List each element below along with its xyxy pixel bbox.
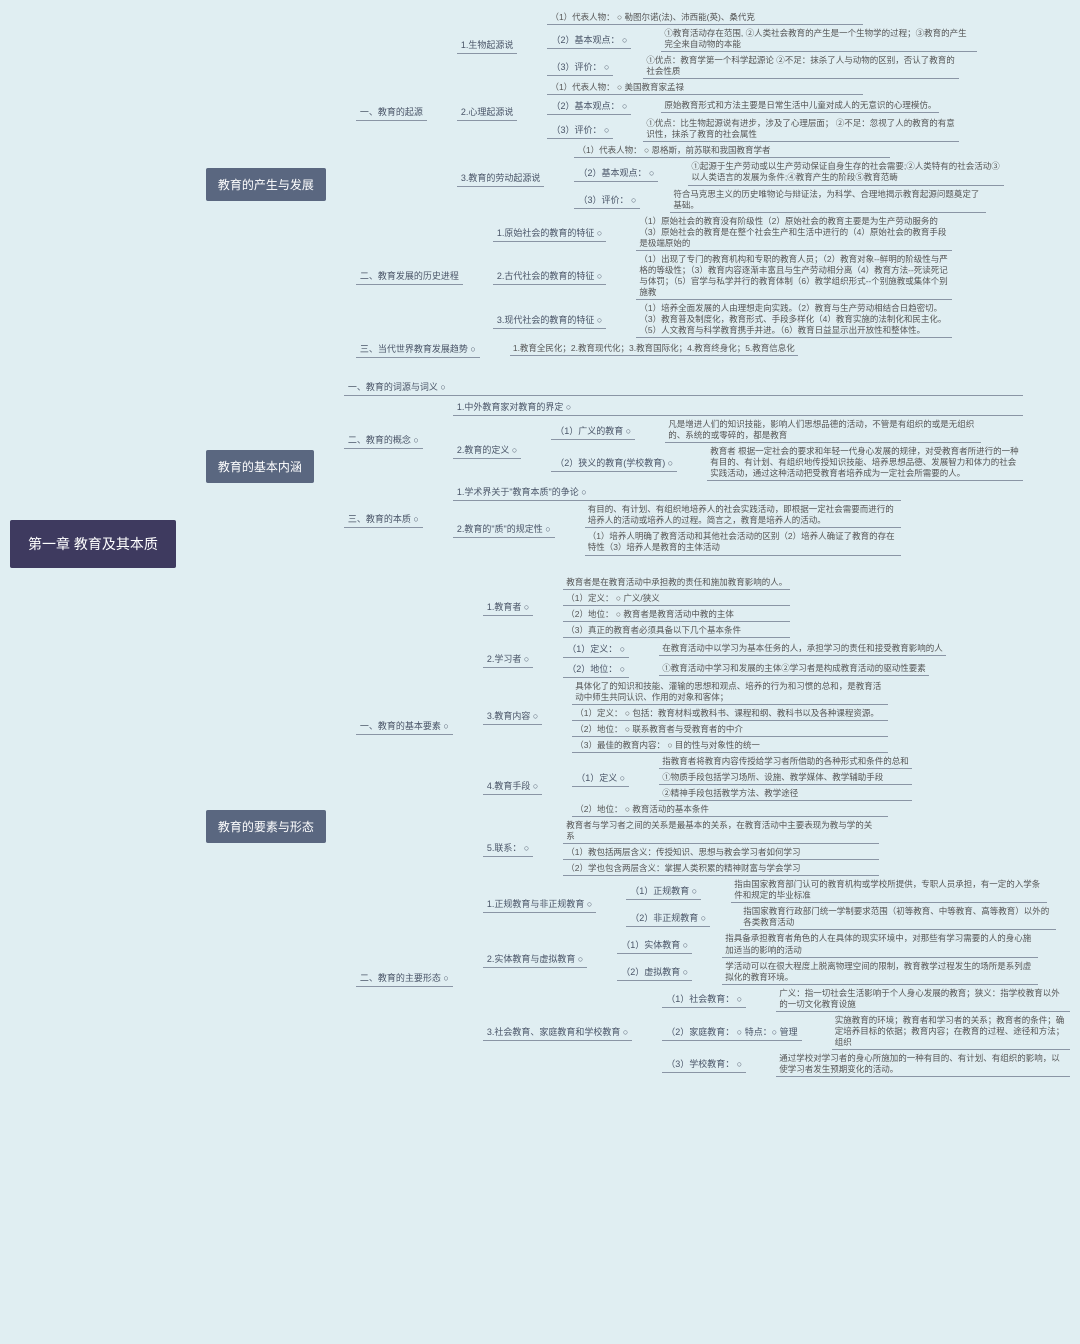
node-elements[interactable]: 一、教育的基本要素 ○ [356, 717, 453, 735]
leaf: （1）定义： ○ [563, 640, 629, 658]
leaf: （1）教包括两层含义：传授知识、思想与教会学习者如何学习 [563, 846, 879, 860]
leaf: ①优点：比生物起源说有进步，涉及了心理层面； ②不足：忽视了人的教育的有意识性，… [643, 117, 959, 142]
leaf: 实施教育的环境；教育者和学习者的关系；教育者的条件；确定培养目标的依据；教育内容… [832, 1014, 1070, 1050]
leaf: （2）基本观点： ○ [547, 97, 631, 115]
leaf: （3）评价： ○ [547, 121, 613, 139]
node-content[interactable]: 3.教育内容 ○ [483, 707, 542, 725]
leaf: 凡是增进人们的知识技能，影响人们思想品德的活动，不管是有组织的或是无组织的、系统… [665, 418, 981, 443]
node-trends[interactable]: 三、当代世界教育发展趋势 ○ [356, 340, 480, 358]
node-formal[interactable]: 1.正规教育与非正规教育 ○ [483, 895, 596, 913]
node-learner[interactable]: 2.学习者 ○ [483, 650, 533, 668]
leaf: 指具备承担教育者角色的人在具体的现实环境中，对那些有学习需要的人的身心施加适当的… [722, 932, 1038, 957]
leaf: 符合马克思主义的历史唯物论与辩证法，为科学、合理地揭示教育起源问题奠定了基础。 [670, 188, 986, 213]
leaf: 原始教育形式和方法主要是日常生活中儿童对成人的无意识的心理模仿。 [661, 99, 939, 113]
leaf: （1）出现了专门的教育机构和专职的教育人员；（2）教育对象--鲜明的阶级性与严格… [636, 253, 952, 300]
leaf: （3）评价： ○ [574, 191, 640, 209]
leaf: （1）原始社会的教育没有阶级性（2）原始社会的教育主要是为生产劳动服务的（3）原… [636, 215, 952, 251]
leaf: ①起源于生产劳动或以生产劳动保证自身生存的社会需要;②人类特有的社会活动③以人类… [688, 160, 1004, 185]
leaf: 2.教育的"质"的规定性 ○ [453, 520, 555, 538]
leaf: 1.原始社会的教育的特征 ○ [493, 224, 606, 242]
node-bio-origin[interactable]: 1.生物起源说 [457, 36, 518, 54]
leaf: （2）学也包含两层含义：掌握人类积累的精神财富与学会学习 [563, 862, 879, 876]
root-node[interactable]: 第一章 教育及其本质 [10, 520, 176, 568]
leaf: （2）虚拟教育 ○ [617, 963, 692, 981]
leaf: （1）实体教育 ○ [617, 936, 692, 954]
node-psych-origin[interactable]: 2.心理起源说 [457, 103, 518, 121]
leaf: （1）定义 ○ [572, 769, 629, 787]
node-means[interactable]: 4.教育手段 ○ [483, 777, 542, 795]
node-history[interactable]: 二、教育发展的历史进程 [356, 267, 463, 285]
leaf: 教育者是在教育活动中承担教的责任和施加教育影响的人。 [563, 576, 790, 590]
leaf: （1）定义： ○ 包括：教育材料或教科书、课程和纲、教科书以及各种课程资源。 [572, 707, 888, 721]
leaf: 3.现代社会的教育的特征 ○ [493, 311, 606, 329]
leaf: 指由国家教育部门认可的教育机构或学校所提供，专职人员承担，有一定的入学条件和规定… [731, 878, 1047, 903]
leaf: ①教育活动存在范围, ②人类社会教育的产生是一个生物学的过程；③教育的产生完全来… [661, 27, 977, 52]
node-etymology[interactable]: 一、教育的词源与词义 ○ [344, 378, 1023, 396]
leaf: （1）代表人物： ○ 美国教育家孟禄 [547, 81, 863, 95]
leaf: （1）正规教育 ○ [626, 882, 701, 900]
leaf: 通过学校对学习者的身心所施加的一种有目的、有计划、有组织的影响，以使学习者发生预… [776, 1052, 1070, 1077]
leaf: （2）狭义的教育(学校教育) ○ [551, 454, 677, 472]
level1-children: 教育的产生与发展 一、教育的起源 1.生物起源说 （1）代表人物： ○ 勒图尔诺… [206, 10, 1070, 1078]
leaf: （2）基本观点： ○ [574, 164, 658, 182]
leaf: ②精神手段包括教学方法、教学途径 [659, 787, 912, 801]
leaf: （3）真正的教育者必须具备以下几个基本条件 [563, 624, 790, 638]
node-origin[interactable]: 一、教育的起源 [356, 103, 427, 121]
leaf: （2）地位： ○ 教育者是教育活动中教的主体 [563, 608, 790, 622]
mindmap-root-container: 第一章 教育及其本质 教育的产生与发展 一、教育的起源 1.生物起源说 （1）代 [10, 10, 1070, 1078]
node-essence[interactable]: 三、教育的本质 ○ [344, 510, 423, 528]
leaf: （1）广义的教育 ○ [551, 422, 635, 440]
leaf: （2）地位： ○ 教育活动的基本条件 [572, 803, 888, 817]
leaf: 2.古代社会的教育的特征 ○ [493, 267, 606, 285]
leaf: （1）培养全面发展的人由理想走向实践。（2）教育与生产劳动相结合日趋密切。（3）… [636, 302, 952, 338]
leaf: （2）家庭教育： ○ 特点：○ 管理 [662, 1023, 801, 1041]
leaf: （3）学校教育： ○ [662, 1055, 746, 1073]
leaf: 1.学术界关于"教育本质"的争论 ○ [453, 483, 901, 501]
leaf: （2）地位： ○ 联系教育者与受教育者的中介 [572, 723, 888, 737]
node-concept[interactable]: 二、教育的概念 ○ [344, 431, 423, 449]
node-social[interactable]: 3.社会教育、家庭教育和学校教育 ○ [483, 1023, 632, 1041]
leaf: （2）基本观点： ○ [547, 31, 631, 49]
leaf: 1.教育全民化；2.教育现代化；3.教育国际化；4.教育终身化；5.教育信息化 [510, 342, 798, 356]
node-definition[interactable]: 2.教育的定义 ○ [453, 441, 521, 459]
leaf: ①教育活动中学习和发展的主体②学习者是构成教育活动的驱动性要素 [659, 662, 929, 676]
leaf: （3）评价： ○ [547, 58, 613, 76]
leaf: 具体化了的知识和技能、灌输的思想和观点、培养的行为和习惯的总和，是教育活动中师生… [572, 680, 888, 705]
leaf: ①物质手段包括学习场所、设施、教学媒体、教学辅助手段 [659, 771, 912, 785]
leaf: （1）代表人物： ○ 勒图尔诺(法)、沛西能(英)、桑代克 [547, 11, 863, 25]
leaf: （1）代表人物： ○ 恩格斯，前苏联和我国教育学者 [574, 144, 890, 158]
leaf: ①优点：教育学第一个科学起源论 ②不足：抹杀了人与动物的区别，否认了教育的社会性… [643, 54, 959, 79]
leaf: （3）最佳的教育内容： ○ 目的性与对象性的统一 [572, 739, 888, 753]
leaf: 指教育者将教育内容传授给学习者所借助的各种形式和条件的总和 [659, 755, 912, 769]
node-educator[interactable]: 1.教育者 ○ [483, 598, 533, 616]
l1-node-2[interactable]: 教育的基本内涵 [206, 450, 314, 483]
leaf: （1）定义： ○ 广义/狭义 [563, 592, 790, 606]
leaf: 学活动可以在很大程度上脱离物理空间的限制，教育教学过程发生的场所是系列虚拟化的教… [722, 960, 1038, 985]
leaf: （2）地位： ○ [563, 660, 629, 678]
node-forms[interactable]: 二、教育的主要形态 ○ [356, 969, 453, 987]
node-labor-origin[interactable]: 3.教育的劳动起源说 [457, 169, 545, 187]
leaf: 1.中外教育家对教育的界定 ○ [453, 398, 1023, 416]
leaf: （2）非正规教育 ○ [626, 909, 710, 927]
leaf: 教育者 根据一定社会的要求和年轻一代身心发展的规律，对受教育者所进行的一种有目的… [707, 445, 1023, 481]
leaf: 有目的、有计划、有组织地培养人的社会实践活动，即根据一定社会需要而进行的培养人的… [585, 503, 901, 528]
leaf: 指国家教育行政部门统一学制要求范围（初等教育、中等教育、高等教育）以外的各类教育… [740, 905, 1056, 930]
leaf: （1）社会教育： ○ [662, 990, 746, 1008]
node-relation[interactable]: 5.联系： ○ [483, 839, 533, 857]
leaf: 在教育活动中以学习为基本任务的人，承担学习的责任和接受教育影响的人 [659, 642, 946, 656]
leaf: 教育者与学习者之间的关系是最基本的关系，在教育活动中主要表现为教与学的关系 [563, 819, 879, 844]
l1-node-3[interactable]: 教育的要素与形态 [206, 810, 326, 843]
leaf: 广义：指一切社会生活影响于个人身心发展的教育；狭义：指学校教育以外的一切文化教育… [776, 987, 1070, 1012]
leaf: （1）培养人明确了教育活动和其他社会活动的区别（2）培养人确证了教育的存在特性（… [585, 530, 901, 555]
node-physical[interactable]: 2.实体教育与虚拟教育 ○ [483, 950, 587, 968]
l1-node-1[interactable]: 教育的产生与发展 [206, 168, 326, 201]
